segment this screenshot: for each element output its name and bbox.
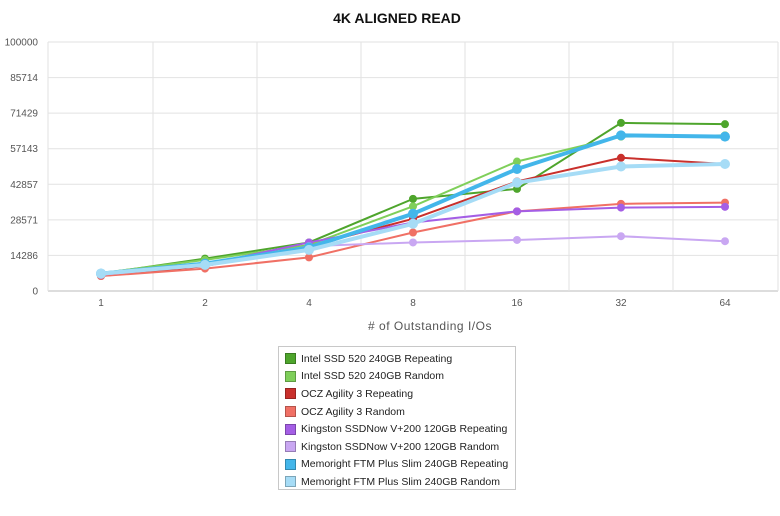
data-point	[305, 253, 313, 262]
data-point	[513, 235, 521, 244]
legend-swatch	[285, 423, 296, 435]
data-point	[96, 268, 106, 279]
y-tick-label: 0	[32, 287, 38, 298]
legend-label: Kingston SSDNow V+200 120GB Repeating	[301, 423, 508, 436]
x-tick-label: 8	[410, 298, 416, 309]
legend-swatch	[285, 388, 296, 400]
legend-item[interactable]: Intel SSD 520 240GB Repeating	[285, 350, 515, 368]
x-axis-ticks: 1 2 4 8 16 32 64	[98, 298, 731, 309]
y-tick-label: 71429	[10, 109, 38, 120]
x-tick-label: 64	[719, 298, 731, 309]
data-point	[513, 157, 521, 166]
data-point	[721, 202, 729, 211]
legend-swatch	[285, 370, 296, 382]
data-point	[408, 218, 418, 229]
grid	[47, 41, 779, 292]
legend-item[interactable]: Memoright FTM Plus Slim 240GB Repeating	[285, 456, 515, 474]
y-tick-label: 85714	[10, 73, 38, 84]
data-point	[409, 238, 417, 247]
x-tick-label: 2	[202, 298, 208, 309]
legend-label: OCZ Agility 3 Repeating	[301, 387, 414, 400]
data-point	[721, 237, 729, 246]
legend-swatch	[285, 441, 296, 453]
legend-label: Memoright FTM Plus Slim 240GB Random	[301, 475, 500, 488]
series-7	[96, 159, 730, 279]
legend-swatch	[285, 476, 296, 488]
y-axis-ticks: 0 14286 28571 42857 57143 71429 85714 100000	[5, 38, 39, 298]
legend-label: Intel SSD 520 240GB Random	[301, 370, 445, 383]
data-point	[512, 163, 522, 174]
series-0	[97, 118, 729, 278]
legend-swatch	[285, 353, 296, 365]
data-point	[617, 203, 625, 212]
y-tick-label: 57143	[10, 144, 38, 155]
data-point	[721, 120, 729, 129]
data-point	[617, 118, 625, 127]
legend-item[interactable]: OCZ Agility 3 Repeating	[285, 385, 515, 403]
legend-label: Intel SSD 520 240GB Repeating	[301, 352, 453, 365]
data-point	[304, 244, 314, 255]
data-point	[617, 232, 625, 241]
data-point	[513, 207, 521, 216]
legend-swatch	[285, 458, 296, 470]
data-point	[720, 131, 730, 142]
y-tick-label: 42857	[10, 180, 38, 191]
data-point	[616, 161, 626, 172]
data-point	[720, 159, 730, 170]
legend: Intel SSD 520 240GB Repeating Intel SSD 5…	[278, 346, 516, 490]
legend-label: Kingston SSDNow V+200 120GB Random	[301, 440, 500, 453]
chart-title: 4K ALIGNED READ	[333, 10, 461, 26]
legend-label: OCZ Agility 3 Random	[301, 405, 405, 418]
data-point	[616, 130, 626, 141]
data-point	[408, 208, 418, 219]
data-point	[617, 153, 625, 162]
y-tick-label: 28571	[10, 215, 38, 226]
x-tick-label: 16	[511, 298, 523, 309]
legend-item[interactable]: Kingston SSDNow V+200 120GB Random	[285, 438, 515, 456]
data-point	[200, 259, 210, 270]
x-tick-label: 4	[306, 298, 312, 309]
legend-label: Memoright FTM Plus Slim 240GB Repeating	[301, 458, 509, 471]
data-point	[409, 194, 417, 203]
legend-item[interactable]: Kingston SSDNow V+200 120GB Repeating	[285, 420, 515, 438]
legend-item[interactable]: Memoright FTM Plus Slim 240GB Random	[285, 473, 515, 491]
y-tick-label: 100000	[5, 38, 39, 49]
y-tick-label: 14286	[10, 251, 38, 262]
x-tick-label: 32	[615, 298, 627, 309]
data-point	[512, 177, 522, 188]
data-point	[409, 202, 417, 211]
x-tick-label: 1	[98, 298, 104, 309]
x-axis-label: # of Outstanding I/Os	[368, 319, 492, 333]
data-point	[409, 228, 417, 237]
legend-swatch	[285, 406, 296, 418]
legend-item[interactable]: OCZ Agility 3 Random	[285, 403, 515, 421]
legend-item[interactable]: Intel SSD 520 240GB Random	[285, 368, 515, 386]
series-group	[96, 118, 730, 281]
